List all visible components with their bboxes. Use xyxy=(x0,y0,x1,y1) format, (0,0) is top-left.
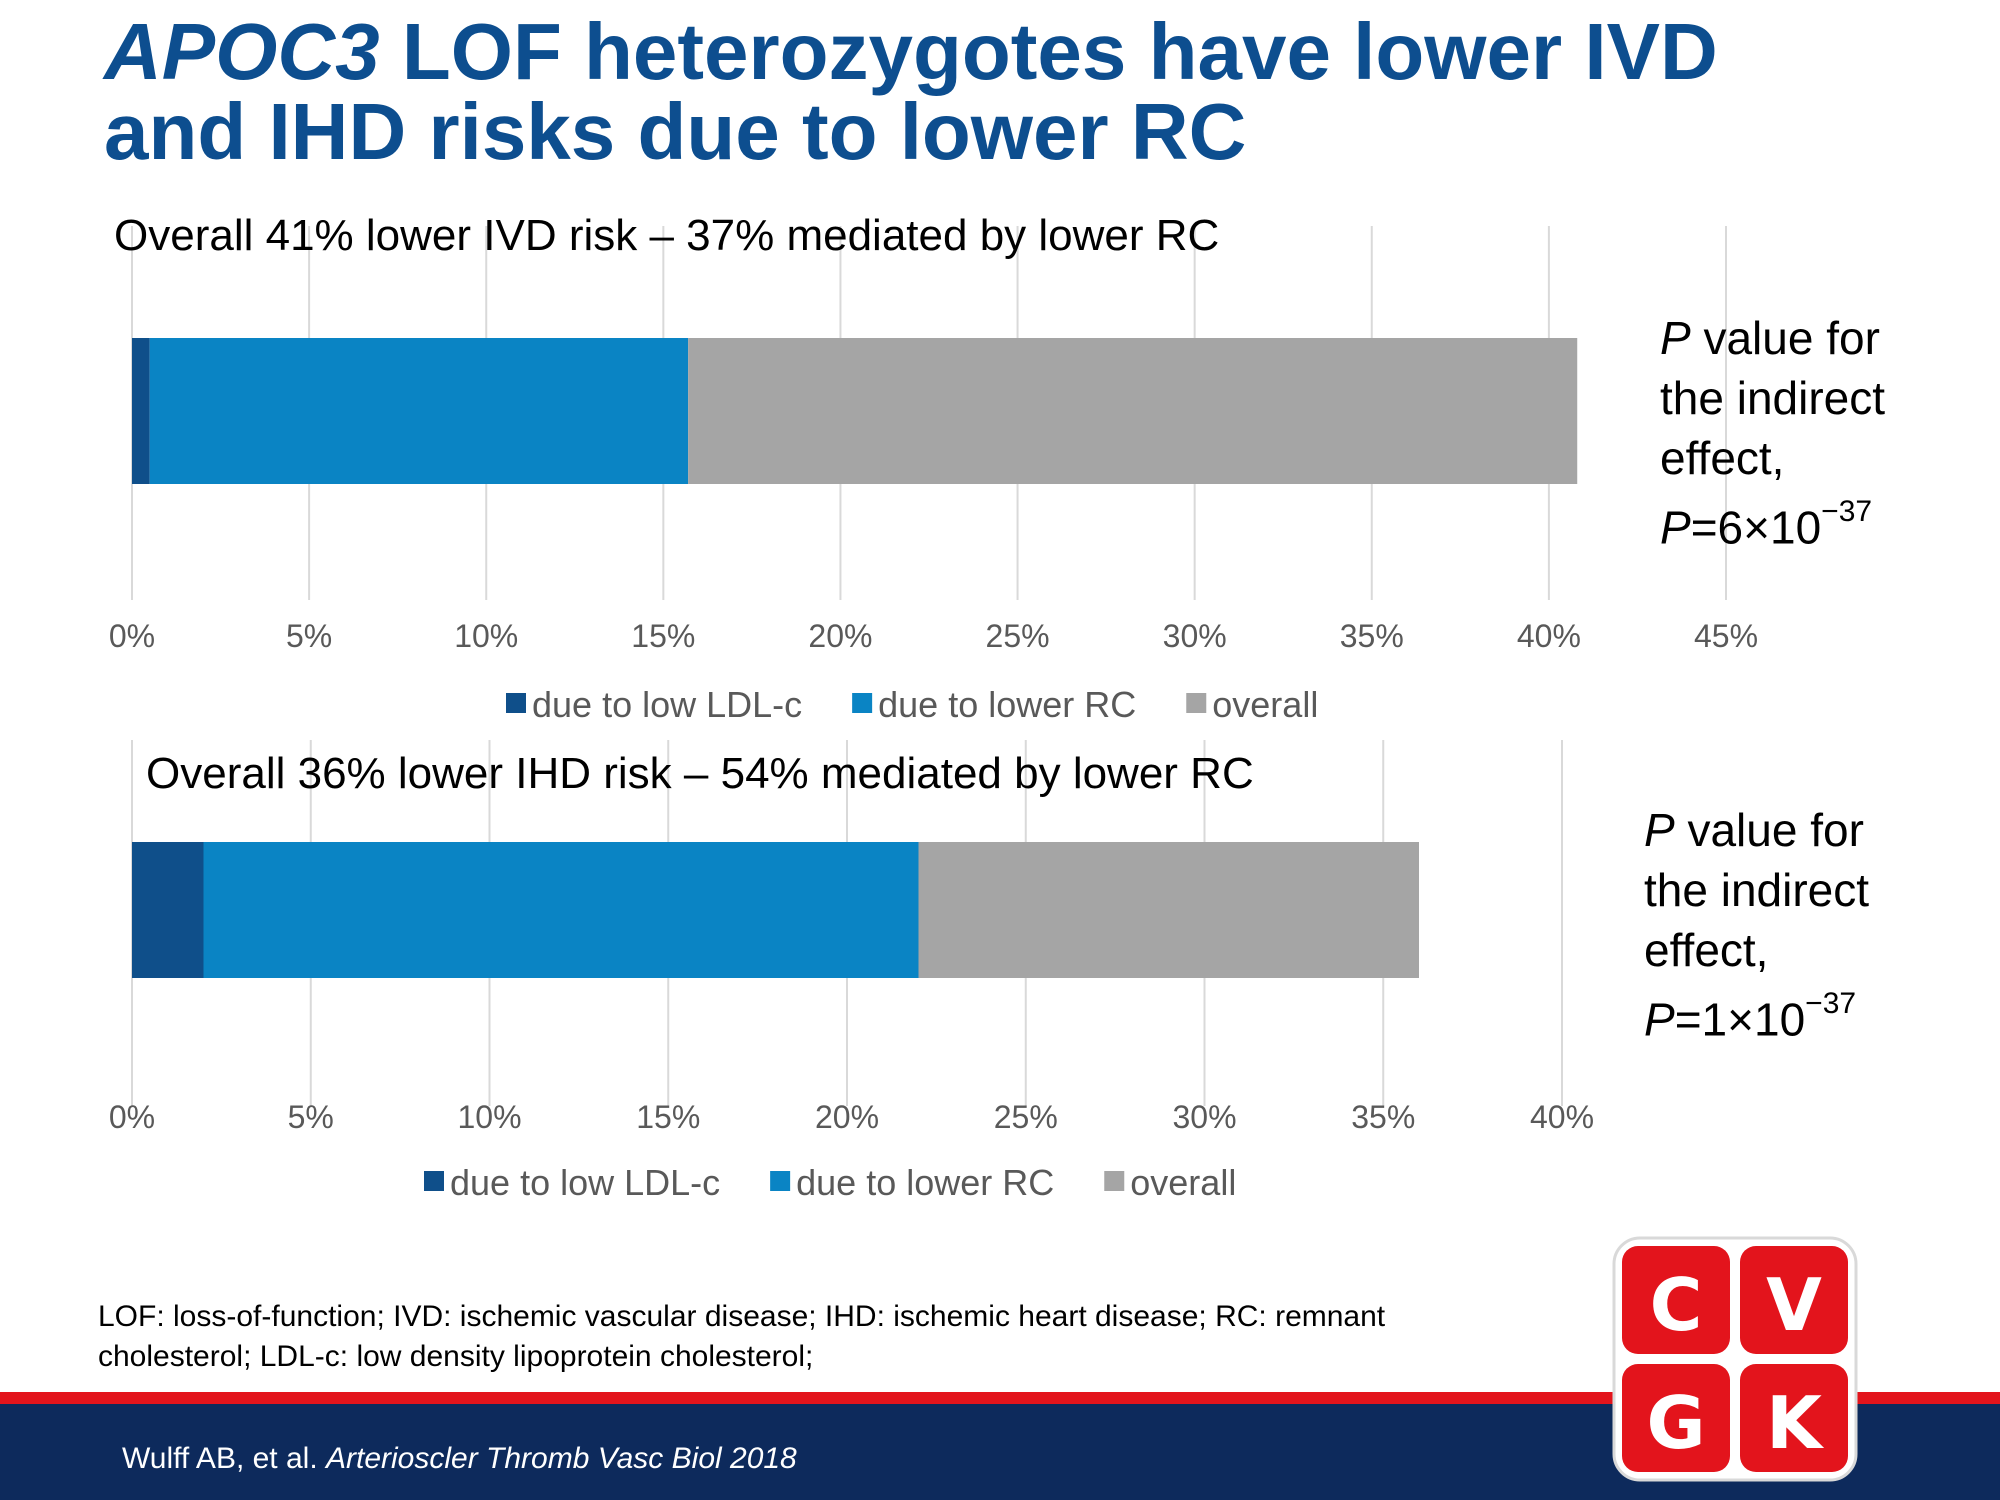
ihd-legend-label-0: due to low LDL-c xyxy=(450,1162,720,1203)
ivd-chart-title: Overall 41% lower IVD risk – 37% mediate… xyxy=(114,211,1219,260)
ihd-legend-label-2: overall xyxy=(1130,1162,1236,1203)
cvgk-logo: C V G K xyxy=(1612,1236,1858,1482)
ihd-bar-segment-2 xyxy=(918,842,1419,978)
logo-letter-g: G xyxy=(1646,1381,1705,1465)
citation: Wulff AB, et al. Arterioscler Thromb Vas… xyxy=(122,1442,797,1476)
ihd-tick-label: 25% xyxy=(994,1099,1058,1135)
ihd-legend-swatch-2 xyxy=(1104,1171,1125,1191)
ihd-chart-title: Overall 36% lower IHD risk – 54% mediate… xyxy=(146,749,1254,798)
p-exponent: −37 xyxy=(1805,987,1857,1020)
citation-authors: Wulff AB, et al. xyxy=(122,1442,326,1475)
ivd-tick-label: 45% xyxy=(1694,618,1758,654)
ivd-legend-label-0: due to low LDL-c xyxy=(532,684,802,725)
logo-letter-c: C xyxy=(1650,1263,1703,1347)
ivd-legend-swatch-0 xyxy=(506,693,526,713)
ivd-tick-label: 30% xyxy=(1163,618,1227,654)
p-line1: value for xyxy=(1690,312,1880,364)
ivd-legend-label-1: due to lower RC xyxy=(878,684,1136,725)
logo-letter-k: K xyxy=(1766,1381,1824,1465)
ihd-tick-label: 5% xyxy=(288,1099,334,1135)
ihd-p-value: P value for the indirect effect, P=1×10−… xyxy=(1644,800,1869,1049)
logo-cell-v xyxy=(1740,1246,1848,1354)
p-exponent: −37 xyxy=(1821,495,1873,528)
ihd-tick-label: 20% xyxy=(815,1099,879,1135)
p-italic: P xyxy=(1644,804,1675,856)
ihd-bar-segment-0 xyxy=(132,842,204,978)
title-italic-gene: APOC3 xyxy=(104,7,380,96)
p2-italic: P xyxy=(1660,501,1691,554)
ivd-tick-label: 0% xyxy=(109,618,155,654)
ivd-p-value: P value for the indirect effect, P=6×10−… xyxy=(1660,308,1885,557)
ivd-tick-label: 15% xyxy=(631,618,695,654)
ihd-legend-swatch-1 xyxy=(770,1171,791,1191)
p-line3: effect, xyxy=(1660,432,1785,484)
ivd-bar-segment-2 xyxy=(688,338,1578,484)
ivd-tick-label: 35% xyxy=(1340,618,1404,654)
p-italic: P xyxy=(1660,312,1691,364)
p-line1: value for xyxy=(1674,804,1864,856)
footnote: LOF: loss-of-function; IVD: ischemic vas… xyxy=(98,1297,1558,1377)
ivd-bar-segment-1 xyxy=(149,338,689,484)
logo-cell-g xyxy=(1622,1364,1730,1472)
logo-cell-c xyxy=(1622,1246,1730,1354)
ihd-tick-label: 10% xyxy=(457,1099,521,1135)
logo-letter-v: V xyxy=(1766,1263,1822,1347)
logo-cell-k xyxy=(1740,1364,1848,1472)
ihd-tick-label: 35% xyxy=(1351,1099,1415,1135)
ivd-legend-label-2: overall xyxy=(1212,684,1318,725)
ivd-tick-label: 25% xyxy=(986,618,1050,654)
p2-italic: P xyxy=(1644,993,1675,1046)
ivd-chart: Overall 41% lower IVD risk – 37% mediate… xyxy=(109,211,1758,725)
ivd-legend-swatch-2 xyxy=(1186,693,1207,713)
ihd-tick-label: 30% xyxy=(1172,1099,1236,1135)
footer-red-line xyxy=(0,1392,2000,1404)
ihd-chart: Overall 36% lower IHD risk – 54% mediate… xyxy=(109,740,1594,1203)
ihd-tick-label: 40% xyxy=(1530,1099,1594,1135)
ihd-bar-segment-1 xyxy=(203,842,919,978)
ivd-tick-label: 40% xyxy=(1517,618,1581,654)
footnote-line2: cholesterol; LDL-c: low density lipoprot… xyxy=(98,1340,814,1373)
p-equals: =6×10 xyxy=(1690,501,1822,554)
ivd-legend-swatch-1 xyxy=(852,693,873,713)
p-line3: effect, xyxy=(1644,924,1769,976)
p-equals: =1×10 xyxy=(1674,993,1806,1046)
ivd-bar-segment-0 xyxy=(132,338,150,484)
p-line2: the indirect xyxy=(1644,864,1870,916)
ihd-legend-swatch-0 xyxy=(424,1171,444,1191)
title-line2: and IHD risks due to lower RC xyxy=(104,87,1247,176)
footnote-line1: LOF: loss-of-function; IVD: ischemic vas… xyxy=(98,1300,1386,1333)
title-line1-rest: LOF heterozygotes have lower IVD xyxy=(379,7,1718,96)
slide-title: APOC3 LOF heterozygotes have lower IVD a… xyxy=(104,12,1864,172)
ivd-tick-label: 20% xyxy=(808,618,872,654)
p-line2: the indirect xyxy=(1660,372,1886,424)
ihd-legend-label-1: due to lower RC xyxy=(796,1162,1054,1203)
ivd-tick-label: 5% xyxy=(286,618,332,654)
ivd-tick-label: 10% xyxy=(454,618,518,654)
ihd-tick-label: 15% xyxy=(636,1099,700,1135)
ihd-tick-label: 0% xyxy=(109,1099,155,1135)
citation-journal: Arterioscler Thromb Vasc Biol 2018 xyxy=(326,1442,797,1475)
